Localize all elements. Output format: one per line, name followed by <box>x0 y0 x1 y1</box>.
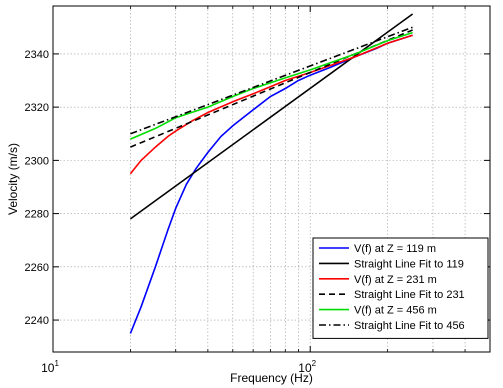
series-line-5 <box>130 31 413 140</box>
plot-frame <box>52 5 491 353</box>
series-line-3 <box>129 34 413 175</box>
legend-box <box>312 237 489 339</box>
y-axis-label: Velocity (m/s) <box>6 143 20 215</box>
y-tick-label: 2320 <box>25 102 49 114</box>
legend-label: V(f) at Z = 231 m <box>354 274 437 286</box>
y-tick-label: 2300 <box>25 155 49 167</box>
legend-label: Straight Line Fit to 456 <box>354 320 465 332</box>
legend-label: Straight Line Fit to 231 <box>354 289 465 301</box>
legend-label: Straight Line Fit to 119 <box>354 258 464 270</box>
y-tick-label: 2240 <box>25 315 49 327</box>
x-axis-label: Frequency (Hz) <box>230 371 313 385</box>
series-line-2 <box>129 13 414 220</box>
series-group <box>129 13 414 334</box>
y-tick-label: 2280 <box>25 209 49 221</box>
legend-label: V(f) at Z = 119 m <box>354 243 436 255</box>
y-tick-label: 2340 <box>25 49 49 61</box>
y-tick-label: 2260 <box>25 262 49 274</box>
legend: V(f) at Z = 119 m Straight Line Fit to 11… <box>312 237 489 339</box>
legend-label: V(f) at Z = 456 m <box>354 305 437 317</box>
series-line-6 <box>130 26 413 135</box>
